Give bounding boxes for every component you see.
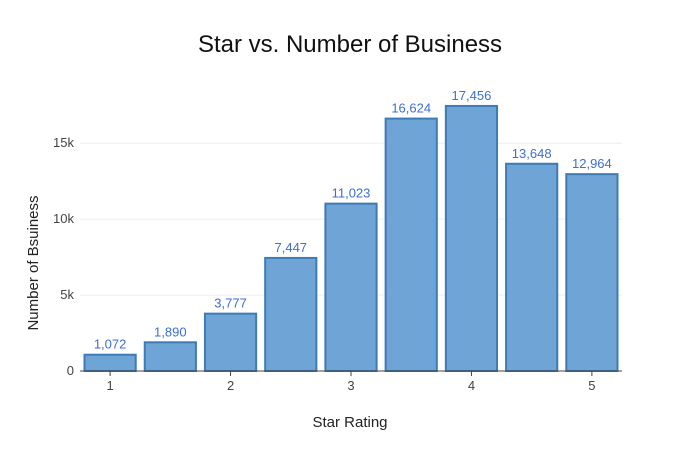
x-tick-label: 3	[347, 378, 354, 393]
bar	[205, 314, 256, 371]
x-axis-title: Star Rating	[312, 414, 387, 431]
data-label: 11,023	[332, 186, 371, 201]
bar	[386, 119, 437, 371]
y-tick-label: 5k	[60, 287, 74, 302]
bar	[566, 174, 617, 371]
bar	[265, 258, 316, 371]
data-label: 1,890	[154, 324, 187, 339]
bar	[446, 106, 497, 371]
x-tick-label: 1	[106, 378, 113, 393]
data-label: 13,648	[512, 146, 552, 161]
bar	[506, 164, 557, 371]
data-label: 7,447	[275, 240, 308, 255]
bar	[325, 204, 376, 371]
data-label: 3,777	[214, 296, 247, 311]
x-tick-label: 4	[468, 378, 475, 393]
data-label: 16,624	[391, 101, 431, 116]
x-tick-label: 2	[227, 378, 234, 393]
y-tick-label: 10k	[53, 211, 74, 226]
chart-title: Star vs. Number of Business	[198, 31, 502, 58]
bar	[85, 355, 136, 371]
y-axis-title: Number of Bsuiness	[25, 195, 42, 330]
y-tick-label: 0	[67, 363, 74, 378]
data-label: 1,072	[94, 337, 127, 352]
data-label: 12,964	[572, 156, 612, 171]
x-tick-label: 5	[588, 378, 595, 393]
data-label: 17,456	[452, 88, 492, 103]
y-tick-label: 15k	[53, 135, 74, 150]
bar	[145, 342, 196, 371]
